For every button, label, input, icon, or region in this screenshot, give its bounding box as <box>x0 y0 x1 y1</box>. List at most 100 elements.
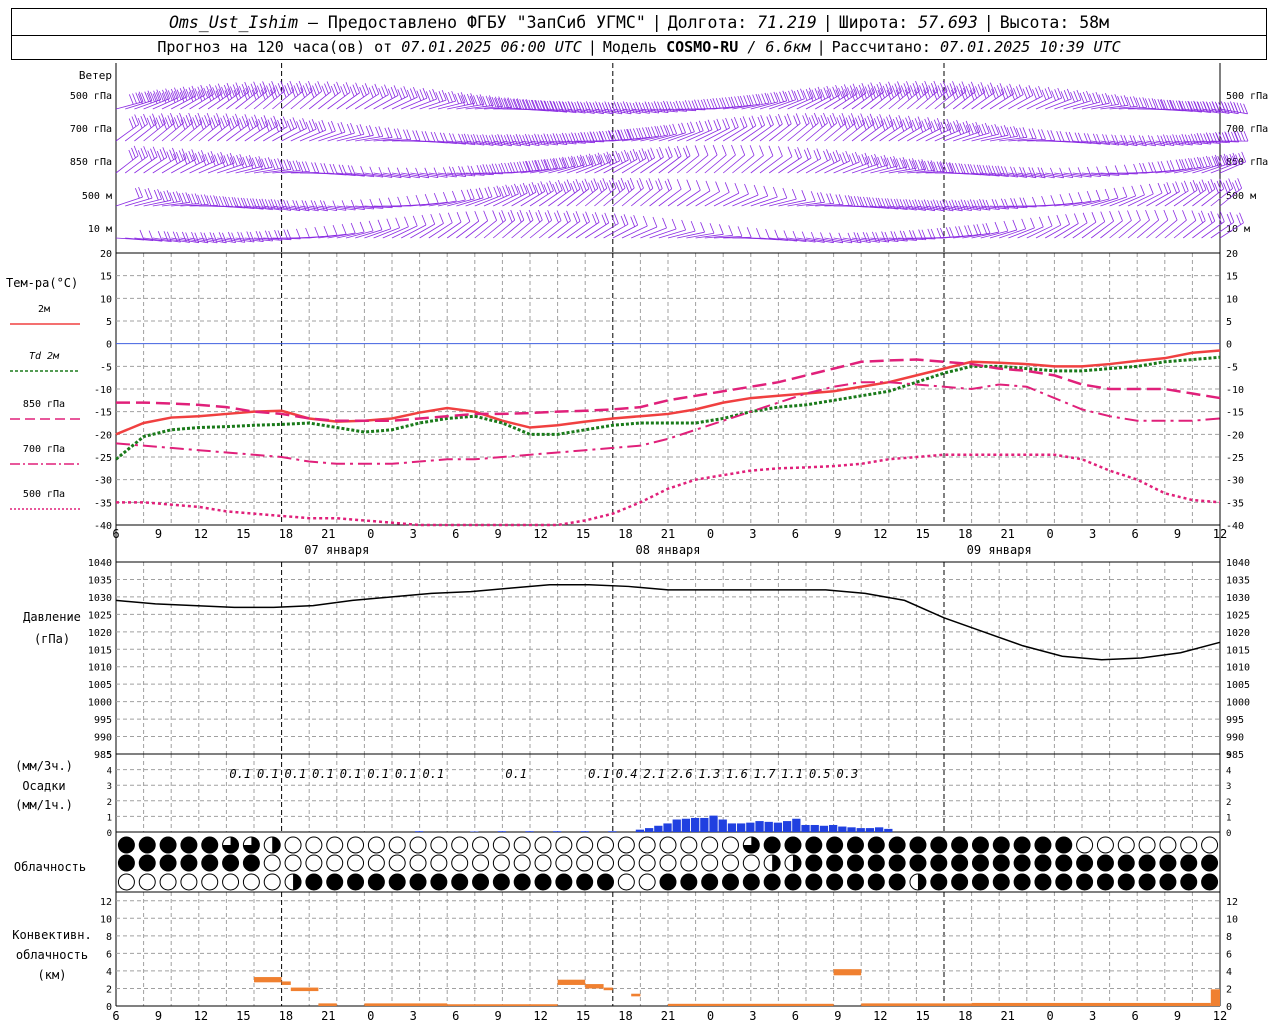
wind-barb-shaft <box>658 229 686 239</box>
wind-barb <box>824 84 849 110</box>
wind-barb-feather <box>585 154 591 166</box>
wind-barb-feather <box>614 130 620 141</box>
wind-barb <box>971 82 995 110</box>
wind-barb-feather <box>1077 192 1083 203</box>
wind-barb-feather <box>894 83 900 94</box>
wind-barb-feather <box>494 98 499 109</box>
wind-barb <box>695 224 724 239</box>
wind-barb-shaft <box>695 233 724 239</box>
wind-barb-shaft <box>1008 137 1037 142</box>
wind-barb-feather <box>204 153 210 165</box>
wind-barb <box>695 118 722 142</box>
wind-barb-feather <box>292 160 298 171</box>
wind-barb <box>1109 163 1138 175</box>
wind-barb-feather <box>652 216 658 228</box>
precip-bar <box>672 819 681 832</box>
wind-barb <box>161 86 188 110</box>
wind-barb-feather <box>519 209 525 221</box>
wind-barb-shaft <box>226 237 255 243</box>
wind-barb-feather <box>1159 99 1165 110</box>
cloud-cover-symbol <box>742 836 760 854</box>
wind-barb-feather <box>965 125 971 136</box>
cloud-cover-symbol <box>1138 873 1156 891</box>
wind-barb-feather <box>476 94 482 106</box>
wind-barb-feather <box>642 215 648 227</box>
wind-barb <box>1054 167 1083 178</box>
wind-barb-feather <box>867 115 872 127</box>
wind-barb-feather <box>1241 151 1247 163</box>
wind-barb-feather <box>877 89 883 101</box>
wind-barb-shaft <box>1063 140 1092 144</box>
wind-barb-shaft <box>769 99 796 110</box>
cloud-circle <box>242 854 260 872</box>
wind-barb-feather <box>499 187 504 198</box>
wind-barb-shaft <box>851 237 880 243</box>
wind-barb <box>787 87 814 110</box>
wind-barb-feather <box>454 93 460 105</box>
wind-barb-feather <box>1054 89 1060 100</box>
wind-barb-feather <box>305 161 310 172</box>
wind-barb-shaft <box>345 92 370 110</box>
wind-barb-feather <box>164 91 170 102</box>
wind-barb-feather <box>949 227 954 238</box>
cloud-cover-symbol <box>680 873 698 891</box>
wind-barb <box>1045 167 1074 179</box>
precip-bar <box>838 826 847 832</box>
wind-barb-feather <box>430 214 436 225</box>
wind-barb-shaft <box>446 221 471 239</box>
precip-bar <box>580 831 589 832</box>
wind-barb <box>1008 128 1037 142</box>
cloud-circle <box>1201 854 1219 872</box>
wind-barb-feather <box>424 194 430 205</box>
wind-barb-feather <box>215 90 221 101</box>
wind-barb-shaft <box>1081 172 1110 177</box>
wind-barb-feather <box>835 89 841 100</box>
wind-barb-feather <box>494 96 500 107</box>
wind-barb <box>1017 216 1044 239</box>
cloud-circle <box>555 873 573 891</box>
cloud-cover-symbol <box>430 836 448 854</box>
wind-barb <box>768 113 792 142</box>
wind-barb-shaft <box>621 108 650 114</box>
wind-barb-shaft <box>354 93 380 110</box>
cloud-circle <box>1159 854 1177 872</box>
wind-barb-shaft <box>768 123 792 142</box>
wind-barb-feather <box>915 80 920 92</box>
wind-barb-feather <box>522 99 528 110</box>
precip-3h-amount: 0.1 <box>367 767 389 781</box>
wind-barb-feather <box>150 148 155 159</box>
wind-barb-feather <box>1154 99 1159 110</box>
wind-barb-feather <box>530 99 536 111</box>
wind-barb-feather <box>300 87 305 98</box>
wind-barb-shaft <box>318 233 347 239</box>
wind-barb <box>1026 215 1053 239</box>
wind-barb-feather <box>537 159 543 171</box>
wind-barb-feather <box>169 192 175 203</box>
wind-barb-feather <box>543 100 549 111</box>
wind-barb <box>502 209 525 239</box>
wind-barb-shaft <box>658 188 682 207</box>
wind-barb-feather <box>1107 95 1113 106</box>
wind-barb-feather <box>273 115 278 127</box>
wind-barb <box>244 115 269 142</box>
wind-barb-shaft <box>382 172 411 179</box>
wind-barb <box>925 118 952 142</box>
wind-barb-shaft <box>171 203 200 207</box>
wind-barb <box>778 190 807 207</box>
wind-barb-feather <box>135 92 141 103</box>
wind-barb <box>768 146 793 174</box>
wind-barb-feather <box>1214 157 1219 168</box>
cloud-cover-symbol <box>867 836 885 854</box>
cloud-circle <box>763 873 781 891</box>
wind-barb <box>1210 152 1238 174</box>
wind-barb-feather <box>579 156 585 168</box>
wind-barb-feather <box>274 121 279 132</box>
wind-barb-shaft <box>1219 161 1246 174</box>
wind-barb-feather <box>874 157 879 169</box>
wind-barb-shaft <box>1182 189 1207 207</box>
wind-barb-shaft <box>741 124 765 142</box>
wind-barb-shaft <box>152 237 181 243</box>
header-separator: | <box>651 12 662 32</box>
x-tick-label: 6 <box>112 527 119 541</box>
wind-barb-feather <box>314 226 320 238</box>
